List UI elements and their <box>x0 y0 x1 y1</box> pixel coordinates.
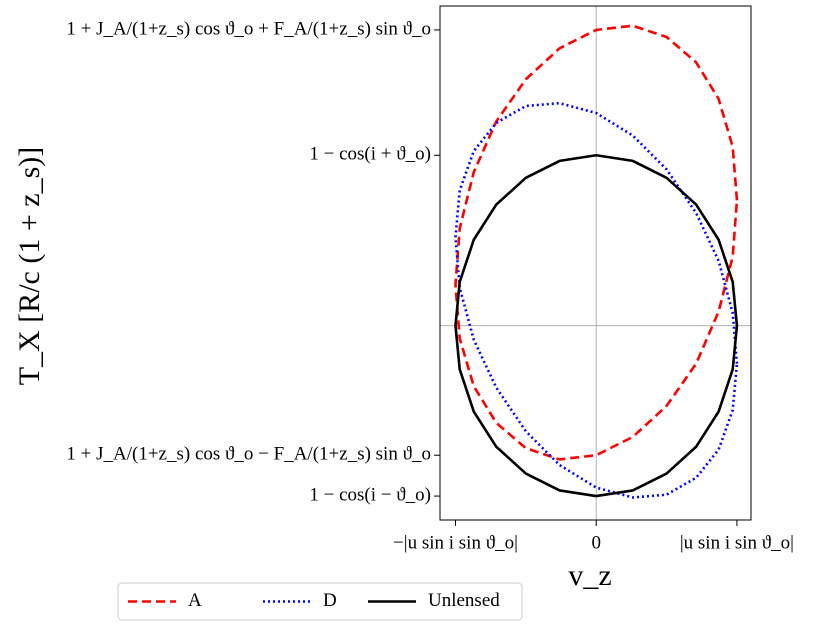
x-tick-label: −|u sin i sin ϑ_o| <box>393 532 518 553</box>
y-tick-label: 1 − cos(i − ϑ_o) <box>309 484 431 505</box>
y-tick-label: 1 − cos(i + ϑ_o) <box>309 144 431 165</box>
x-axis-label: v_z <box>568 559 611 592</box>
series-line <box>454 101 739 499</box>
series-line <box>454 24 739 461</box>
x-tick-label: 0 <box>591 532 601 553</box>
y-tick-label: 1 + J_A/(1+z_s) cos ϑ_o + F_A/(1+z_s) si… <box>66 18 431 39</box>
legend-box <box>117 582 523 621</box>
series-line <box>454 153 739 498</box>
legend-label: D <box>323 590 337 611</box>
y-axis-label: T_X [R/c (1 + z_s)] <box>13 147 46 386</box>
x-tick-label: |u sin i sin ϑ_o| <box>680 532 794 553</box>
y-tick-label: 1 + J_A/(1+z_s) cos ϑ_o − F_A/(1+z_s) si… <box>66 444 431 465</box>
legend-label: A <box>188 590 202 611</box>
plot-frame <box>439 5 752 521</box>
legend-label: Unlensed <box>428 590 500 611</box>
